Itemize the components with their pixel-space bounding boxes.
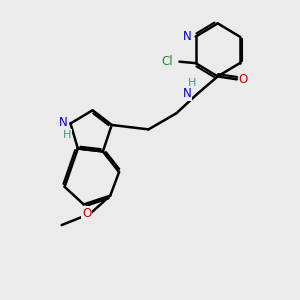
Text: Cl: Cl: [161, 55, 173, 68]
Text: H: H: [188, 78, 196, 88]
Text: H: H: [63, 130, 72, 140]
Text: N: N: [59, 116, 68, 129]
Text: O: O: [82, 207, 91, 220]
Text: O: O: [238, 73, 248, 86]
Text: N: N: [183, 87, 192, 100]
Text: N: N: [183, 30, 192, 43]
